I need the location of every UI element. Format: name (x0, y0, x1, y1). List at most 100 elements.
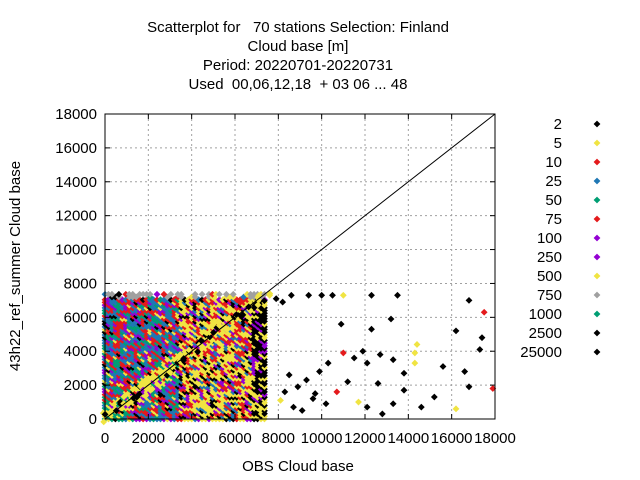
data-point (185, 346, 193, 354)
data-point (167, 296, 175, 304)
data-point (257, 290, 265, 298)
data-point (198, 296, 206, 304)
title-line: Used 00,06,12,18 + 03 06 ... 48 (189, 76, 408, 93)
data-point (478, 334, 486, 342)
data-point (417, 403, 425, 411)
data-point (139, 290, 147, 298)
data-point (333, 388, 341, 396)
legend-label: 25 (545, 173, 562, 190)
data-point (255, 296, 263, 304)
data-point (177, 290, 185, 298)
legend-marker (593, 158, 601, 166)
y-tick-label: 14000 (55, 174, 97, 191)
data-point (117, 404, 125, 412)
data-point (378, 410, 386, 418)
data-point (316, 368, 323, 375)
data-point (476, 346, 484, 353)
plot-frame (104, 113, 496, 420)
data-point (160, 290, 168, 298)
data-point (146, 290, 154, 298)
data-point (153, 296, 161, 304)
x-tick-label: 18000 (474, 430, 516, 447)
data-point (118, 296, 126, 304)
legend-marker (593, 177, 601, 185)
data-point (344, 378, 352, 386)
data-point (260, 297, 268, 305)
legend-marker (593, 348, 601, 356)
data-point (400, 386, 408, 394)
x-tick-label: 4000 (175, 430, 208, 447)
data-point (139, 296, 147, 304)
data-point (136, 382, 144, 390)
data-point (100, 418, 108, 426)
data-point (166, 368, 174, 376)
y-axis-ticks: 0 2000 4000 6000 8000 10000 12000 14000 16000 180… (55, 106, 495, 428)
data-point (112, 293, 119, 301)
x-tick-label: 2000 (132, 430, 165, 447)
data-point (105, 290, 112, 298)
data-point (285, 371, 293, 379)
y-tick-label: 18000 (55, 106, 97, 123)
data-point (163, 371, 171, 379)
data-point (465, 296, 473, 304)
data-point (480, 308, 488, 316)
data-point (210, 329, 217, 336)
legend-marker (593, 329, 601, 337)
data-point (337, 320, 345, 328)
data-point (411, 359, 419, 367)
data-point (359, 347, 367, 355)
data-point (233, 311, 240, 319)
data-point (164, 293, 171, 301)
data-point (239, 311, 247, 319)
data-point (167, 290, 175, 298)
data-point (143, 290, 150, 298)
data-point (400, 369, 408, 377)
legend-label: 2500 (529, 325, 562, 342)
x-tick-label: 16000 (431, 430, 473, 447)
legend-marker (593, 310, 601, 318)
data-point (324, 359, 332, 367)
legend-label: 1000 (529, 306, 562, 323)
data-point (229, 290, 237, 298)
data-point (188, 293, 196, 301)
legend-label: 25000 (520, 344, 562, 361)
data-point (350, 354, 358, 362)
data-point (157, 296, 164, 304)
data-point (298, 407, 306, 414)
data-point (205, 290, 213, 298)
legend-label: 500 (537, 268, 562, 285)
data-point (355, 398, 362, 406)
y-tick-label: 4000 (64, 343, 97, 360)
data-point (176, 351, 184, 358)
data-point (309, 395, 317, 403)
data-point (105, 296, 112, 304)
data-point (452, 405, 460, 413)
data-point (281, 388, 289, 396)
data-point (153, 290, 161, 298)
data-point (311, 390, 319, 397)
legend-label: 2 (554, 116, 562, 133)
data-point (132, 293, 140, 301)
grid (105, 114, 495, 419)
data-point (226, 293, 234, 301)
data-point (303, 376, 310, 384)
data-point (149, 373, 156, 381)
legend-marker (593, 234, 601, 242)
data-point (430, 393, 438, 401)
data-point (216, 290, 223, 298)
data-point (318, 291, 326, 299)
legend-marker (593, 139, 601, 147)
title-line: Period: 20220701-20220731 (203, 57, 393, 74)
data-points (99, 290, 497, 426)
x-tick-label: 8000 (262, 430, 295, 447)
data-point (129, 290, 137, 298)
data-point (452, 327, 460, 335)
data-point (363, 403, 371, 411)
data-point (243, 290, 251, 298)
x-tick-label: 0 (101, 430, 109, 447)
legend-label: 5 (554, 135, 562, 152)
data-point (277, 396, 284, 404)
data-point (195, 296, 202, 304)
legend-label: 75 (545, 211, 562, 228)
